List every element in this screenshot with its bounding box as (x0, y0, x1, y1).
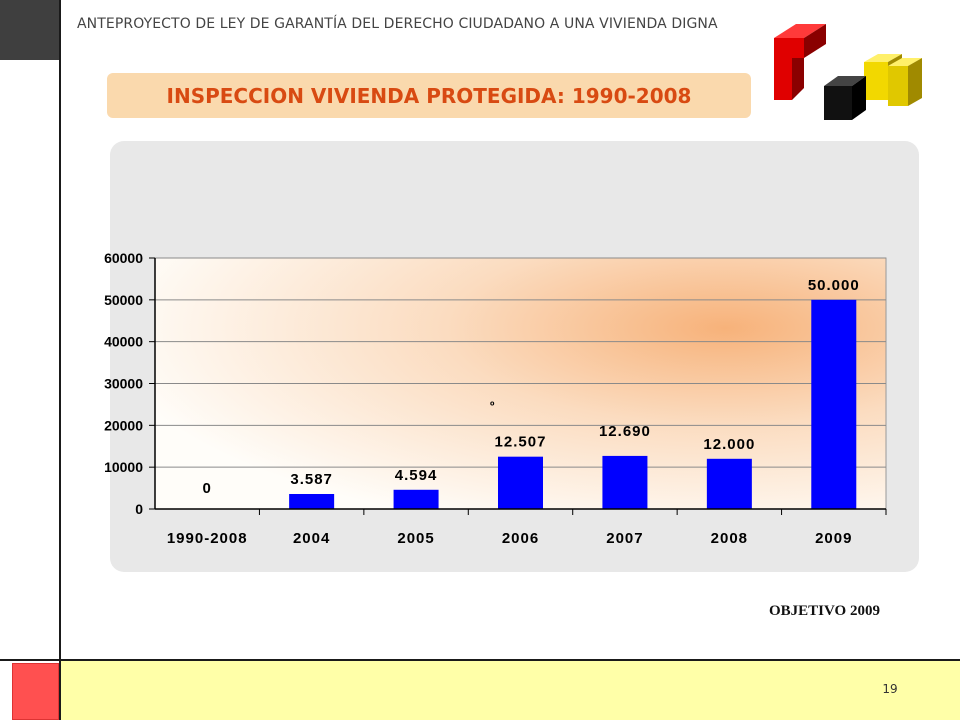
chart-annotation: º (490, 399, 495, 413)
footer-red-block (12, 663, 59, 720)
slide-title: INSPECCION VIVIENDA PROTEGIDA: 1990-2008 (166, 83, 692, 108)
bar (289, 493, 335, 509)
cubes-logo-icon (774, 24, 922, 120)
y-tick-label: 40000 (104, 334, 143, 350)
x-tick-label: 2009 (815, 530, 852, 547)
header-title: ANTEPROYECTO DE LEY DE GARANTÍA DEL DERE… (77, 16, 718, 32)
x-tick-label: 1990-2008 (167, 530, 248, 547)
title-band: INSPECCION VIVIENDA PROTEGIDA: 1990-2008 (107, 73, 751, 118)
bar (706, 458, 752, 509)
x-tick-label: 2008 (711, 530, 748, 547)
x-tick-label: 2007 (606, 530, 643, 547)
data-label: 0 (203, 480, 212, 497)
y-tick-label: 60000 (104, 250, 143, 266)
bar (498, 456, 543, 509)
y-tick-label: 20000 (104, 417, 143, 433)
data-label: 12.000 (703, 436, 755, 453)
data-label: 12.690 (599, 423, 651, 440)
header-dark-block (0, 0, 60, 60)
data-label: 3.587 (290, 471, 333, 488)
y-tick-label: 10000 (104, 459, 143, 475)
footer-divider (0, 659, 960, 661)
y-tick-label: 50000 (104, 292, 143, 308)
bar (602, 455, 648, 509)
y-tick-label: 0 (135, 501, 143, 517)
data-label: 50.000 (808, 277, 860, 294)
footer-bar (61, 661, 960, 720)
x-tick-label: 2005 (397, 530, 434, 547)
objetivo-label: OBJETIVO 2009 (769, 603, 880, 619)
left-divider-line (59, 0, 61, 720)
x-tick-label: 2006 (502, 530, 539, 547)
data-label: 4.594 (395, 467, 438, 484)
bar (811, 299, 857, 509)
y-tick-label: 30000 (104, 376, 143, 392)
data-label: 12.507 (495, 434, 547, 451)
bar (393, 489, 439, 509)
page-number: 19 (882, 682, 898, 696)
x-tick-label: 2004 (293, 530, 330, 547)
